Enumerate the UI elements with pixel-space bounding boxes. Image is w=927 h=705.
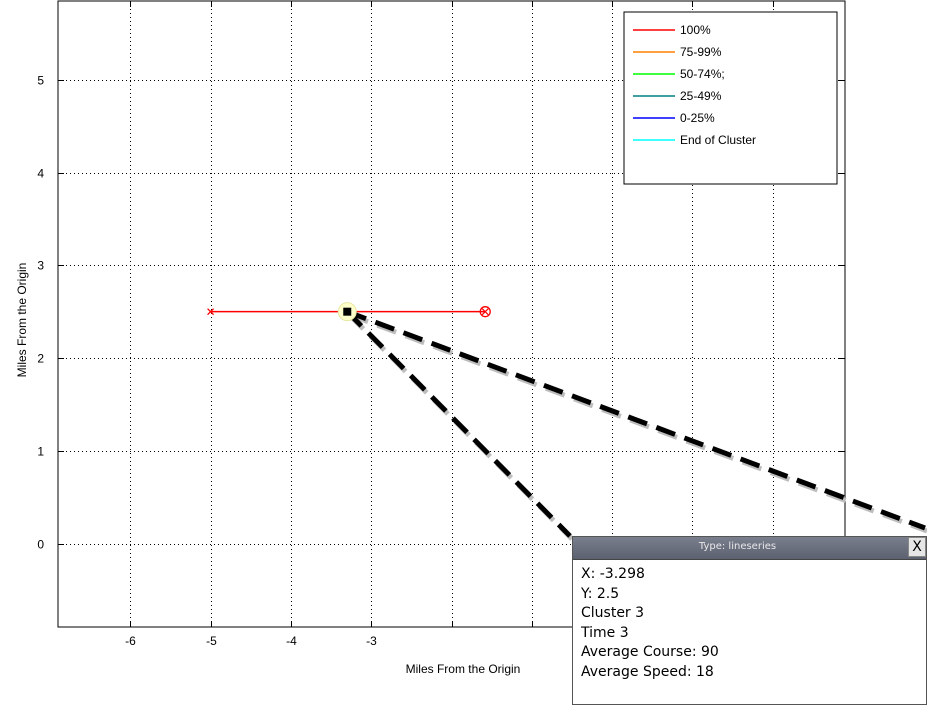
y-tick-labels: 0 1 2 3 4 5 (37, 74, 44, 552)
leader-line (345, 309, 572, 538)
legend: 100% 75-99% 50-74%; 25-49% 0-25% End of Clust… (623, 11, 838, 185)
end-marker-circle (479, 306, 491, 318)
y-tick-label: 3 (37, 259, 44, 273)
datatip-line: X: -3.298 (581, 566, 645, 582)
y-tick-label: 4 (37, 167, 44, 181)
y-tick-label: 1 (37, 445, 44, 459)
datatip-line: Average Course: 90 (581, 644, 719, 660)
x-tick-labels: -6 -5 -4 -3 (125, 634, 377, 648)
legend-label: 25-49% (680, 89, 722, 103)
legend-label: End of Cluster (680, 133, 756, 147)
legend-label: 0-25% (680, 111, 715, 125)
datatip-line: Average Speed: 18 (581, 663, 714, 680)
datatip-window[interactable]: Type: lineseries X X: -3.298 Y: 2.5 Cluste… (572, 536, 927, 705)
datatip-content: X: -3.298 Y: 2.5 Cluster 3 Time 3 Average Co… (573, 560, 926, 682)
x-axis-label: Miles From the Origin (406, 662, 521, 676)
selected-point-marker (343, 307, 352, 316)
datatip-titlebar[interactable]: Type: lineseries X (573, 537, 926, 560)
legend-label: 50-74%; (680, 67, 725, 81)
start-marker-stroke (207, 308, 215, 316)
datatip-title: Type: lineseries (698, 541, 777, 552)
y-tick-label: 2 (37, 352, 44, 366)
datatip-line: Time 3 (581, 624, 629, 641)
y-axis-label: Miles From the Origin (15, 263, 29, 378)
y-tick-label: 5 (37, 74, 44, 88)
datatip-leader (337, 302, 927, 541)
end-marker (479, 306, 491, 318)
leader-line (346, 309, 926, 531)
legend-label: 75-99% (680, 45, 722, 59)
close-button[interactable]: X (908, 537, 926, 557)
x-tick-label: -5 (206, 634, 217, 648)
legend-box (623, 11, 838, 185)
start-marker (207, 308, 215, 316)
datatip-line: Y: 2.5 (581, 585, 620, 602)
legend-label: 100% (680, 23, 711, 37)
y-tick-label: 0 (37, 538, 44, 552)
datatip-line: Cluster 3 (581, 605, 645, 621)
end-marker-stroke (481, 308, 489, 316)
x-tick-label: -3 (366, 634, 377, 648)
x-tick-label: -4 (286, 634, 297, 648)
x-tick-label: -6 (125, 634, 136, 648)
